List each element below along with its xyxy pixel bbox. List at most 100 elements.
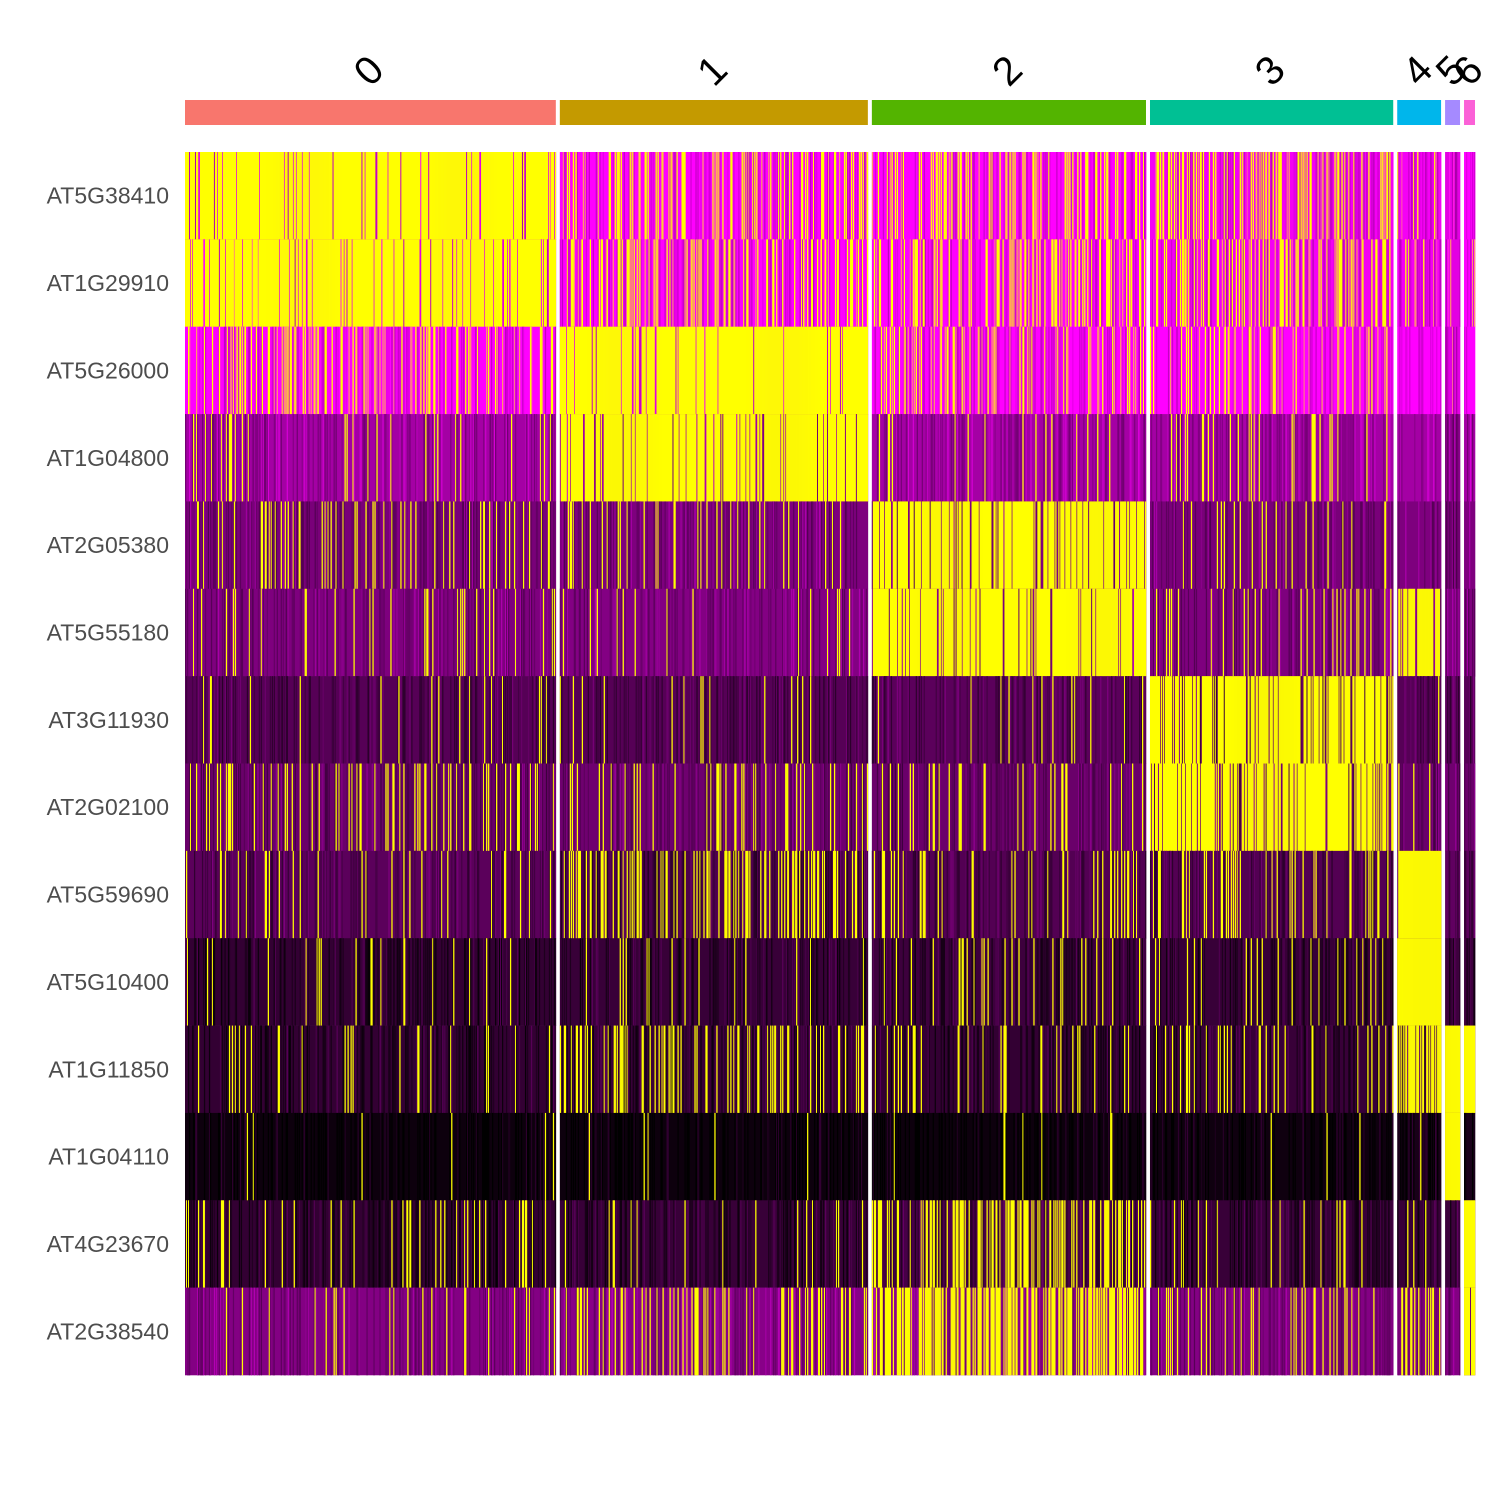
heatmap-cell bbox=[620, 1025, 622, 1114]
heatmap-cell bbox=[747, 239, 749, 328]
heatmap-cell bbox=[606, 676, 608, 764]
heatmap-cell bbox=[579, 414, 582, 502]
heatmap-cell bbox=[404, 414, 406, 502]
heatmap-cell bbox=[761, 676, 763, 764]
heatmap-cell bbox=[781, 239, 783, 328]
heatmap-cell bbox=[501, 239, 503, 328]
heatmap-cell bbox=[627, 414, 629, 502]
heatmap-cell bbox=[691, 763, 693, 852]
heatmap-cell bbox=[248, 588, 251, 677]
heatmap-cell bbox=[379, 588, 381, 677]
heatmap-cell bbox=[660, 501, 662, 590]
heatmap-cell bbox=[287, 239, 289, 328]
heatmap-cell bbox=[368, 676, 370, 764]
heatmap-cell bbox=[466, 152, 468, 240]
heatmap-cell bbox=[600, 326, 602, 415]
heatmap-cell bbox=[836, 414, 839, 502]
heatmap-cell bbox=[847, 1112, 850, 1201]
heatmap-cell bbox=[650, 239, 652, 328]
heatmap-cell bbox=[818, 414, 820, 502]
heatmap-cell bbox=[318, 152, 320, 240]
heatmap-cell bbox=[502, 1200, 504, 1288]
heatmap-cell bbox=[570, 501, 573, 590]
heatmap-cell bbox=[268, 326, 270, 415]
heatmap-cell bbox=[539, 1112, 542, 1201]
heatmap-cell bbox=[260, 152, 263, 240]
heatmap-cell bbox=[506, 588, 509, 677]
heatmap-cell bbox=[358, 676, 360, 764]
heatmap-cell bbox=[799, 501, 801, 590]
heatmap-cell bbox=[757, 850, 759, 939]
heatmap-cell bbox=[405, 763, 407, 852]
heatmap-cell bbox=[632, 414, 634, 502]
heatmap-cell bbox=[187, 1287, 190, 1376]
heatmap-cell bbox=[834, 938, 837, 1026]
heatmap-cell bbox=[193, 152, 196, 240]
heatmap-cell bbox=[253, 763, 256, 852]
heatmap-cell bbox=[291, 763, 293, 852]
heatmap-cell bbox=[723, 1112, 725, 1201]
heatmap-cell bbox=[656, 326, 658, 415]
heatmap-cell bbox=[484, 152, 486, 240]
heatmap-cell bbox=[479, 1287, 481, 1376]
heatmap-cell bbox=[487, 239, 489, 328]
heatmap-cell bbox=[280, 414, 282, 502]
heatmap-cell bbox=[996, 239, 998, 328]
heatmap-cell bbox=[658, 1025, 660, 1114]
heatmap-cell bbox=[239, 676, 242, 764]
heatmap-cell bbox=[187, 938, 190, 1026]
heatmap-cell bbox=[385, 1200, 387, 1288]
heatmap-cell bbox=[785, 1112, 787, 1201]
heatmap-cell bbox=[398, 239, 400, 328]
heatmap-cell bbox=[410, 501, 412, 590]
heatmap-cell bbox=[327, 152, 329, 240]
heatmap-cell bbox=[637, 850, 639, 939]
heatmap-cell bbox=[410, 763, 412, 852]
heatmap-cell bbox=[407, 414, 409, 502]
heatmap-cell bbox=[674, 1025, 676, 1114]
heatmap-cell bbox=[321, 501, 323, 590]
heatmap-cell bbox=[190, 1200, 193, 1288]
heatmap-cell bbox=[761, 414, 763, 502]
heatmap-cell bbox=[653, 588, 655, 677]
heatmap-cell bbox=[860, 1025, 863, 1114]
heatmap-cell bbox=[720, 763, 722, 852]
heatmap-cell bbox=[1077, 152, 1079, 240]
heatmap-cell bbox=[718, 326, 720, 415]
heatmap-cell bbox=[839, 501, 842, 590]
heatmap-cell bbox=[804, 1200, 806, 1288]
heatmap-cell bbox=[935, 152, 937, 240]
heatmap-cell bbox=[452, 938, 454, 1026]
heatmap-cell bbox=[229, 1200, 232, 1288]
heatmap-cell bbox=[850, 1025, 853, 1114]
heatmap-cell bbox=[291, 501, 293, 590]
heatmap-cell bbox=[802, 588, 804, 677]
heatmap-cell bbox=[711, 1112, 713, 1201]
heatmap-cell bbox=[847, 414, 850, 502]
heatmap-cell bbox=[639, 1025, 641, 1114]
heatmap-cell bbox=[690, 1287, 692, 1376]
heatmap-cell bbox=[343, 1287, 345, 1376]
heatmap-cell bbox=[850, 152, 853, 240]
heatmap-cell bbox=[425, 763, 427, 852]
heatmap-cell bbox=[250, 152, 253, 240]
heatmap-cell bbox=[467, 1287, 469, 1376]
heatmap-cell bbox=[753, 152, 755, 240]
heatmap-cell bbox=[425, 1200, 427, 1288]
heatmap-cell bbox=[299, 1287, 301, 1376]
heatmap-cell bbox=[740, 1287, 742, 1376]
heatmap-cell bbox=[621, 239, 623, 328]
heatmap-cell bbox=[695, 1287, 697, 1376]
heatmap-cell bbox=[807, 152, 809, 240]
heatmap-cell bbox=[852, 1112, 855, 1201]
heatmap-cell bbox=[545, 152, 548, 240]
heatmap-cell bbox=[784, 850, 786, 939]
heatmap-cell bbox=[296, 152, 298, 240]
heatmap-cell bbox=[630, 326, 632, 415]
heatmap-cell bbox=[282, 326, 284, 415]
heatmap-cell bbox=[383, 239, 385, 328]
heatmap-cell bbox=[786, 326, 788, 415]
heatmap-cell bbox=[842, 938, 845, 1026]
heatmap-cell bbox=[409, 938, 411, 1026]
heatmap-cell bbox=[577, 1287, 580, 1376]
